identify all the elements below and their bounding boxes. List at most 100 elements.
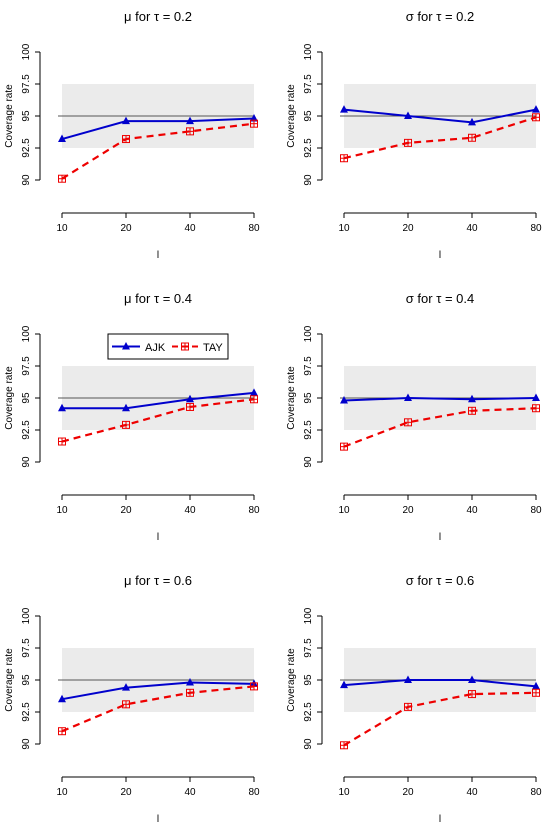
- title-param: σ: [406, 573, 414, 588]
- title-for: for: [414, 573, 433, 588]
- series-line-ajk: [343, 679, 537, 688]
- point-tay: [468, 406, 476, 415]
- point-tay: [340, 741, 348, 750]
- point-ajk: [468, 394, 476, 403]
- title-tau: τ: [433, 291, 443, 306]
- point-tay: [58, 727, 66, 736]
- title-eq: = 0.6: [159, 573, 192, 588]
- y-tick-label: 97.5: [21, 638, 32, 658]
- y-tick-label: 90: [303, 456, 314, 468]
- legend-marker-tay: [181, 342, 189, 351]
- point-ajk: [122, 116, 130, 125]
- legend-marker-ajk: [122, 342, 130, 350]
- series-line-ajk: [62, 391, 255, 410]
- y-tick-label: 97.5: [303, 74, 314, 94]
- x-tick-label: 40: [466, 223, 478, 234]
- point-ajk: [186, 116, 194, 125]
- x-tick-label: 20: [120, 223, 132, 234]
- y-axis-label: Coverage rate: [4, 648, 15, 712]
- series-line-ajk: [343, 108, 537, 124]
- point-ajk: [340, 396, 348, 404]
- x-tick-label: 80: [248, 505, 260, 516]
- title-tau: τ: [150, 9, 160, 24]
- panel-title: σ for τ = 0.2: [406, 9, 474, 24]
- panel-title: σ for τ = 0.6: [406, 573, 474, 588]
- point-tay: [532, 113, 540, 122]
- x-tick-label: 40: [184, 787, 196, 798]
- panel-4: σ for τ = 0.4 90 92.5 95 97.5 100 Coverage rat…: [286, 291, 542, 543]
- legend-label-ajk: AJK: [145, 342, 166, 354]
- point-ajk: [122, 683, 130, 691]
- y-tick-label: 92.5: [303, 420, 314, 440]
- y-tick-label: 100: [303, 43, 314, 60]
- point-tay: [122, 135, 130, 144]
- point-ajk: [186, 678, 194, 686]
- point-tay: [58, 437, 66, 446]
- point-tay: [58, 174, 66, 183]
- point-tay: [468, 690, 476, 699]
- y-tick-label: 97.5: [303, 638, 314, 658]
- y-tick-label: 90: [21, 456, 32, 468]
- point-ajk: [468, 675, 476, 683]
- y-tick-label: 92.5: [303, 138, 314, 158]
- y-tick-label: 100: [21, 43, 32, 60]
- point-tay: [532, 404, 540, 413]
- panel-6: σ for τ = 0.6 90 92.5 95 97.5 100 Coverage rat…: [286, 573, 542, 825]
- y-axis-label: Coverage rate: [286, 366, 297, 430]
- title-tau: τ: [150, 573, 160, 588]
- title-param: μ: [124, 291, 132, 306]
- y-tick-label: 97.5: [303, 356, 314, 376]
- x-tick-label: 20: [402, 505, 414, 516]
- point-tay: [122, 420, 130, 429]
- x-tick-label: 20: [402, 787, 414, 798]
- title-for: for: [132, 573, 151, 588]
- point-tay: [340, 442, 348, 451]
- y-tick-label: 90: [303, 738, 314, 750]
- point-tay: [404, 702, 412, 711]
- y-tick-label: 100: [303, 607, 314, 624]
- title-param: σ: [406, 291, 414, 306]
- x-tick-label: 10: [338, 505, 350, 516]
- x-tick-label: 80: [530, 787, 542, 798]
- x-tick-label: 10: [56, 787, 68, 798]
- point-tay: [404, 138, 412, 147]
- y-tick-label: 100: [21, 607, 32, 624]
- x-axis-label: l: [157, 532, 159, 543]
- title-eq: = 0.2: [159, 9, 192, 24]
- panel-1: μ for τ = 0.2 90 92.5 95 97.5 100 Coverage rat…: [4, 9, 260, 261]
- y-tick-label: 90: [303, 174, 314, 186]
- y-tick-label: 90: [21, 174, 32, 186]
- title-tau: τ: [433, 573, 443, 588]
- series-line-tay: [61, 398, 255, 443]
- series-line-tay: [61, 685, 255, 733]
- panel-title: σ for τ = 0.4: [406, 291, 474, 306]
- y-tick-label: 92.5: [21, 702, 32, 722]
- y-tick-label: 95: [303, 392, 314, 404]
- series-line-ajk: [343, 396, 537, 402]
- x-tick-label: 20: [120, 505, 132, 516]
- point-ajk: [532, 393, 540, 401]
- title-for: for: [132, 9, 151, 24]
- y-axis-label: Coverage rate: [286, 84, 297, 148]
- panel-title: μ for τ = 0.6: [124, 573, 192, 588]
- legend-label-tay: TAY: [203, 342, 223, 354]
- panel-3: μ for τ = 0.4 90 92.5 95 97.5 100 Coverage rat…: [4, 291, 260, 543]
- point-tay: [468, 133, 476, 142]
- y-axis-label: Coverage rate: [286, 648, 297, 712]
- y-tick-label: 90: [21, 738, 32, 750]
- point-tay: [340, 154, 348, 163]
- series-line-ajk: [61, 681, 255, 701]
- point-tay: [122, 700, 130, 709]
- x-tick-label: 40: [184, 505, 196, 516]
- x-tick-label: 40: [184, 223, 196, 234]
- x-tick-label: 20: [120, 787, 132, 798]
- title-param: σ: [406, 9, 414, 24]
- x-tick-label: 80: [530, 223, 542, 234]
- title-param: μ: [124, 9, 132, 24]
- x-tick-label: 20: [402, 223, 414, 234]
- y-tick-label: 95: [303, 674, 314, 686]
- title-tau: τ: [433, 9, 443, 24]
- x-tick-label: 80: [248, 223, 260, 234]
